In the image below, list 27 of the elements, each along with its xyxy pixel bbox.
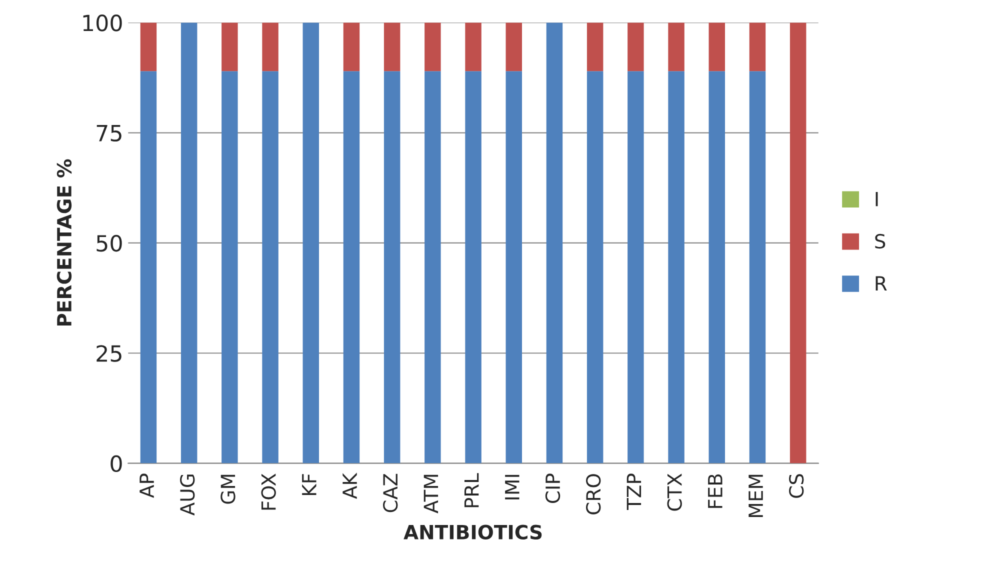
legend-label: S [875,234,886,249]
x-tick-label: ATM [424,474,438,514]
x-tick-label: MEM [748,474,763,517]
x-tick-label: TZP [626,474,642,510]
y-tick-label: 50 [96,234,122,252]
y-tick-label: 25 [96,345,122,362]
x-tick-label: PRL [464,473,479,508]
y-tick-label: 0 [110,455,122,472]
legend-label: R [876,276,887,290]
x-tick-label: AK [342,472,357,499]
legend-label: I [876,192,878,206]
x-tick-label: IMI [505,474,520,500]
x-tick-label: CAZ [383,474,398,512]
y-tick-label: 100 [83,14,122,32]
x-tick-label: GM [220,474,236,504]
x-axis-title: ANTIBIOTICS [404,524,542,540]
x-tick-label: AUG [180,474,195,516]
y-tick-label: 75 [96,125,122,142]
x-tick-label: CIP [545,474,560,503]
x-tick-label: FEB [708,474,722,508]
x-tick-label: AP [140,474,154,498]
y-axis-title: PERCENTAGE % [56,159,72,326]
x-tick-label: CS [789,474,804,498]
x-tick-label: CRO [586,474,601,514]
x-tick-label: FOX [261,474,276,510]
x-tick-label: KF [302,474,316,496]
x-tick-label: CTX [667,474,682,511]
